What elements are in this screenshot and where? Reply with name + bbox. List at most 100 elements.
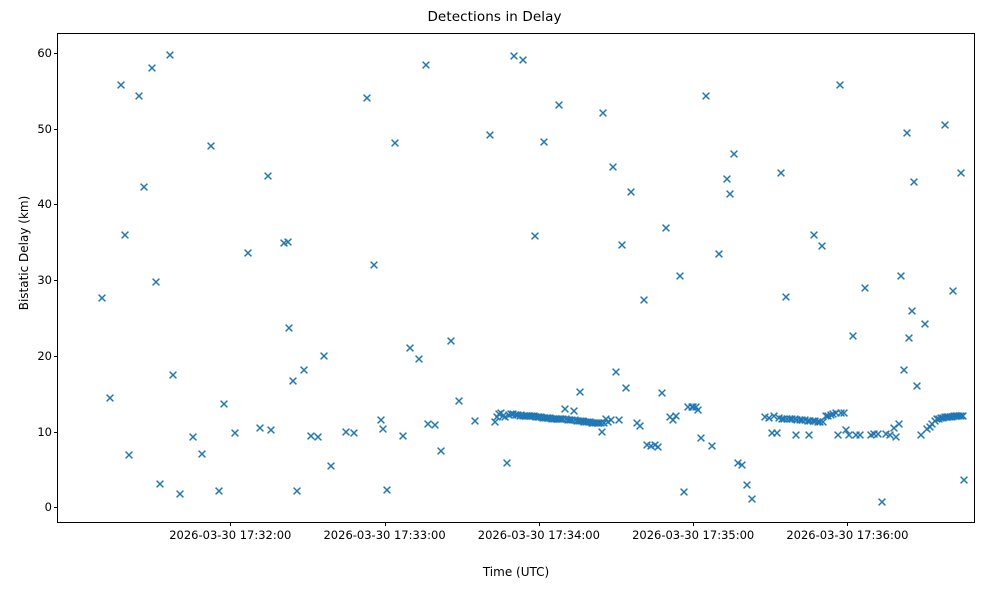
y-tick-mark <box>54 431 58 433</box>
scatter-marker <box>509 51 519 61</box>
scatter-marker <box>959 475 969 485</box>
scatter-marker <box>596 418 606 428</box>
scatter-marker <box>646 441 656 451</box>
scatter-marker <box>839 408 849 418</box>
y-tick-mark <box>54 280 58 282</box>
scatter-marker <box>319 351 329 361</box>
scatter-marker <box>877 497 887 507</box>
scatter-marker <box>543 413 553 423</box>
scatter-marker <box>653 442 663 452</box>
scatter-marker <box>642 440 652 450</box>
scatter-marker <box>949 411 959 421</box>
scatter-marker <box>821 411 831 421</box>
scatter-marker <box>894 419 904 429</box>
scatter-marker <box>813 417 823 427</box>
scatter-marker <box>560 404 570 414</box>
scatter-marker <box>671 411 681 421</box>
scatter-marker <box>105 393 115 403</box>
scatter-marker <box>714 249 724 259</box>
scatter-marker <box>421 60 431 70</box>
scatter-marker <box>805 416 815 426</box>
x-tick-label: 2026-03-30 17:32:00 <box>169 528 292 542</box>
scatter-marker <box>175 489 185 499</box>
scatter-marker <box>578 416 588 426</box>
scatter-marker <box>800 415 810 425</box>
scatter-marker <box>737 460 747 470</box>
scatter-marker <box>803 416 813 426</box>
scatter-marker <box>927 419 937 429</box>
scatter-marker <box>567 415 577 425</box>
scatter-marker <box>255 423 265 433</box>
scatter-marker <box>828 409 838 419</box>
scatter-marker <box>760 412 770 422</box>
scatter-marker <box>916 430 926 440</box>
scatter-marker <box>809 230 819 240</box>
scatter-marker <box>841 425 851 435</box>
scatter-marker <box>958 411 968 421</box>
scatter-marker <box>826 410 836 420</box>
scatter-marker <box>601 414 611 424</box>
scatter-marker <box>779 414 789 424</box>
scatter-marker <box>722 174 732 184</box>
scatter-marker <box>922 424 932 434</box>
scatter-marker <box>561 414 571 424</box>
y-tick-label: 10 <box>37 424 52 439</box>
scatter-marker <box>362 93 372 103</box>
scatter-marker <box>817 241 827 251</box>
scatter-marker <box>515 411 525 421</box>
scatter-marker <box>423 419 433 429</box>
scatter-marker <box>869 429 879 439</box>
scatter-marker <box>511 410 521 420</box>
scatter-marker <box>390 138 400 148</box>
scatter-marker <box>376 415 386 425</box>
scatter-marker <box>592 418 602 428</box>
scatter-marker <box>617 240 627 250</box>
scatter-marker <box>597 427 607 437</box>
scatter-marker <box>552 414 562 424</box>
scatter-marker <box>494 409 504 419</box>
scatter-marker <box>508 409 518 419</box>
scatter-marker <box>520 411 530 421</box>
plot-axes: 0 10 20 30 40 50 60 2026-03-30 17:32:00 2026-03… <box>37 33 975 542</box>
scatter-marker <box>527 411 537 421</box>
scatter-marker <box>729 149 739 159</box>
y-tick-mark <box>54 507 58 509</box>
x-tick-label: 2026-03-30 17:34:00 <box>477 528 600 542</box>
scatter-marker <box>936 413 946 423</box>
scatter-marker <box>835 80 845 90</box>
scatter-marker <box>833 430 843 440</box>
scatter-marker <box>554 414 564 424</box>
scatter-marker <box>349 428 359 438</box>
scatter-marker <box>808 416 818 426</box>
scatter-marker <box>279 238 289 248</box>
scatter-marker <box>378 424 388 434</box>
scatter-marker <box>299 365 309 375</box>
y-tick-label: 60 <box>37 45 52 60</box>
scatter-marker <box>904 333 914 343</box>
scatter-marker <box>956 168 966 178</box>
x-tick-mark <box>538 522 540 526</box>
scatter-marker <box>691 402 701 412</box>
scatter-marker <box>168 370 178 380</box>
scatter-marker <box>956 411 966 421</box>
scatter-marker <box>781 292 791 302</box>
scatter-marker <box>777 414 787 424</box>
scatter-marker <box>948 286 958 296</box>
scatter-marker <box>701 91 711 101</box>
scatter-marker <box>398 431 408 441</box>
scatter-marker <box>603 417 613 427</box>
scatter-marker <box>97 293 107 303</box>
scatter-marker <box>533 412 543 422</box>
scatter-marker <box>197 449 207 459</box>
scatter-marker <box>539 137 549 147</box>
scatter-marker <box>574 416 584 426</box>
y-tick-label: 20 <box>37 348 52 363</box>
scatter-marker <box>938 413 948 423</box>
scatter-marker <box>581 417 591 427</box>
x-tick-label: 2026-03-30 17:33:00 <box>323 528 446 542</box>
scatter-marker <box>538 413 548 423</box>
scatter-marker <box>572 416 582 426</box>
scatter-marker <box>733 458 743 468</box>
scatter-marker <box>665 412 675 422</box>
